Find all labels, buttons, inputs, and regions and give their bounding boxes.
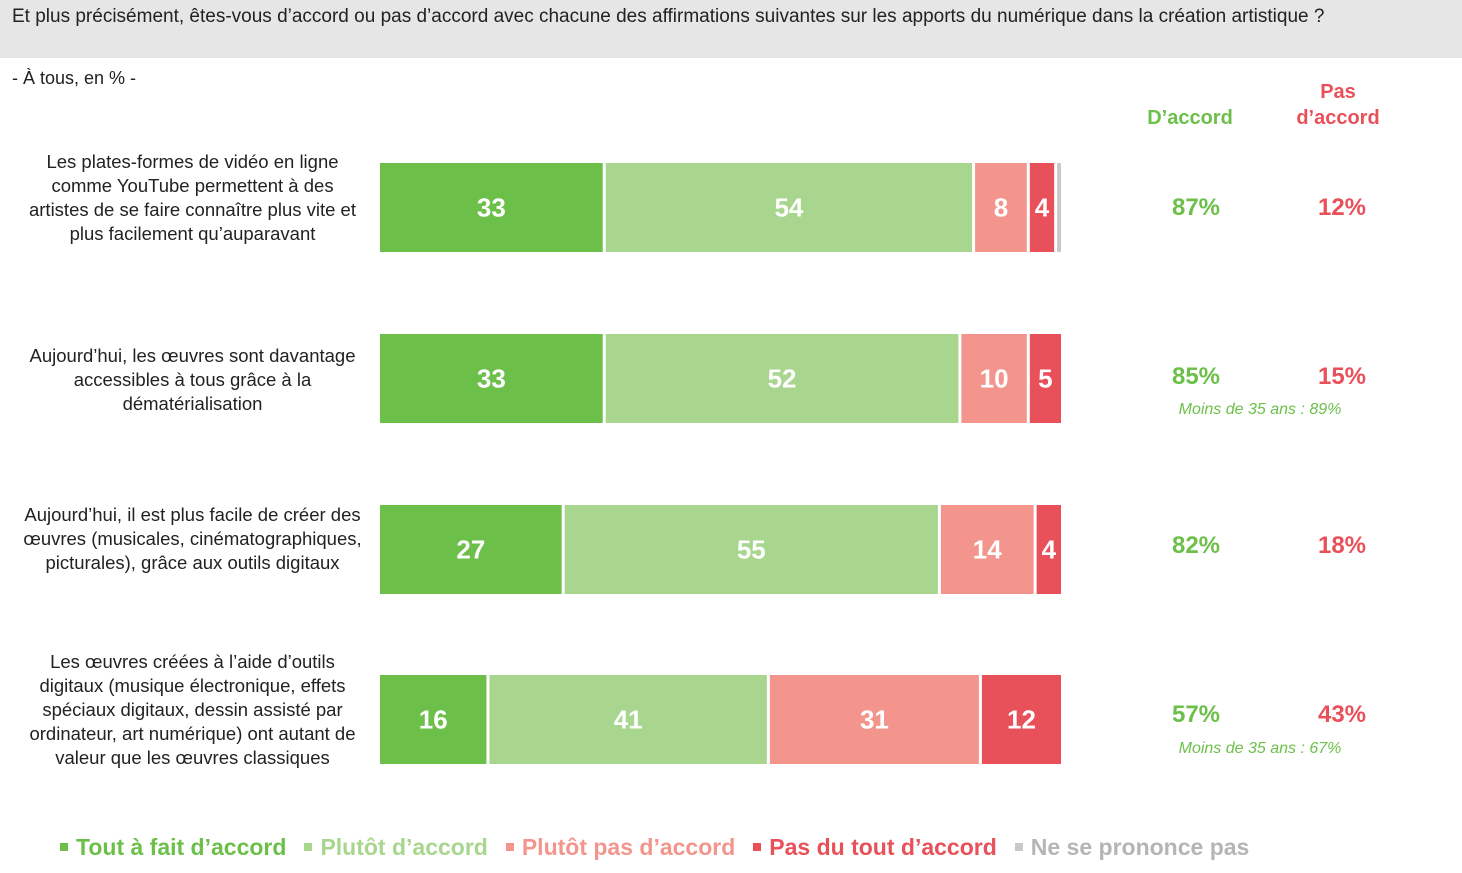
- bar-segment-row4-plutot-pas: [769, 675, 979, 764]
- legend-swatch-plutot: [304, 843, 313, 851]
- row-label-dematerialisation: Aujourd’hui, les œuvres sont davantage a…: [29, 345, 356, 414]
- bar-segment-row4-tout-a-fait: [380, 675, 487, 764]
- accord-pct-row1: 87%: [1171, 194, 1221, 221]
- legend-swatch-plutot-pas: [505, 843, 514, 851]
- data-label-row3-plutot: 55: [737, 535, 766, 565]
- data-label-row4-pas-du-tout: 12: [1007, 705, 1036, 735]
- bar-segment-row3-plutot-pas: [940, 505, 1034, 594]
- legend: Tout à fait d’accord Plutôt d’accord Plu…: [60, 830, 1267, 864]
- note-row2: Moins de 35 ans : 89%: [1178, 401, 1342, 418]
- pas-accord-pct-row4: 43%: [1317, 701, 1367, 728]
- header-accord: D’accord: [1147, 107, 1233, 129]
- bar-segment-row1-plutot-pas: [975, 163, 1027, 252]
- header-pas-accord-line1: Pas: [1320, 81, 1356, 103]
- accord-pct-row4: 57%: [1171, 701, 1221, 728]
- subtitle: - À tous, en % -: [12, 68, 137, 88]
- row-label-valeur-oeuvres: Les œuvres créées à l’aide d’outils digi…: [29, 651, 356, 768]
- data-label-row3-pas-du-tout: 4: [1042, 535, 1057, 565]
- legend-label-plutot-pas: Plutôt pas d’accord: [521, 833, 736, 860]
- legend-item-plutot-pas: Plutôt pas d’accord: [505, 833, 736, 861]
- bar-segment-row3-plutot: [564, 505, 938, 594]
- bar-segment-row4-pas-du-tout: [981, 675, 1061, 764]
- data-label-row1-plutot-pas: 8: [994, 193, 1008, 223]
- bar-segment-row1-tout-a-fait: [380, 163, 603, 252]
- bar-segment-row2-tout-a-fait: [380, 334, 603, 423]
- data-label-row2-plutot: 52: [768, 364, 797, 394]
- legend-item-pas-du-tout: Pas du tout d’accord: [753, 833, 997, 861]
- data-label-row4-tout-a-fait: 16: [419, 705, 448, 735]
- question-banner: Et plus précisément, êtes-vous d’accord …: [0, 0, 1462, 58]
- row-label-youtube: Les plates-formes de vidéo en ligne comm…: [28, 151, 356, 244]
- row-label-outils-digitaux: Aujourd’hui, il est plus facile de créer…: [23, 504, 362, 573]
- pas-accord-pct-row2: 15%: [1317, 363, 1367, 390]
- accord-pct-row2: 85%: [1171, 363, 1221, 390]
- bar-segment-row1-pas-du-tout: [1029, 163, 1055, 252]
- legend-label-plutot: Plutôt d’accord: [320, 833, 488, 860]
- header-pas-accord: Pas d’accord: [1282, 79, 1394, 131]
- bar-segment-row2-plutot: [605, 334, 959, 423]
- pas-accord-pct-row3: 18%: [1317, 532, 1367, 559]
- legend-swatch-nsp: [1014, 843, 1023, 851]
- bar-segment-row3-tout-a-fait: [380, 505, 562, 594]
- bar-segment-row4-plutot: [489, 675, 767, 764]
- data-label-row4-plutot-pas: 31: [860, 705, 889, 735]
- data-label-row1-tout-a-fait: 33: [477, 193, 506, 223]
- data-label-row3-tout-a-fait: 27: [456, 535, 485, 565]
- legend-item-tout-a-fait: Tout à fait d’accord: [60, 834, 286, 861]
- data-label-row3-plutot-pas: 14: [973, 535, 1002, 565]
- accord-pct-row3: 82%: [1171, 532, 1221, 559]
- legend-label-tout-a-fait: Tout à fait d’accord: [76, 833, 287, 860]
- bar-segment-row3-pas-du-tout: [1036, 505, 1061, 594]
- legend-label-nsp: Ne se prononce pas: [1030, 833, 1250, 860]
- data-label-row2-tout-a-fait: 33: [477, 364, 506, 394]
- data-label-row2-plutot-pas: 10: [980, 364, 1009, 394]
- data-label-row2-pas-du-tout: 5: [1038, 364, 1052, 394]
- data-label-row1-pas-du-tout: 4: [1035, 193, 1050, 223]
- legend-item-plutot: Plutôt d’accord: [304, 833, 488, 861]
- bar-segment-row1-plutot: [605, 163, 973, 252]
- legend-label-pas-du-tout: Pas du tout d’accord: [769, 833, 997, 860]
- legend-swatch-tout-a-fait: [60, 843, 68, 851]
- legend-swatch-pas-du-tout: [753, 843, 762, 851]
- header-pas-accord-line2: d’accord: [1296, 107, 1380, 129]
- bar-segment-row2-plutot-pas: [961, 334, 1027, 423]
- bar-segment-row1-nsp: [1057, 163, 1061, 252]
- question-text: Et plus précisément, êtes-vous d’accord …: [12, 6, 1325, 27]
- data-label-row4-plutot: 41: [614, 705, 643, 735]
- note-row4: Moins de 35 ans : 67%: [1178, 740, 1342, 757]
- pas-accord-pct-row1: 12%: [1317, 194, 1367, 221]
- data-label-row1-plutot: 54: [774, 193, 803, 223]
- legend-item-nsp: Ne se prononce pas: [1014, 833, 1250, 861]
- bar-segment-row2-pas-du-tout: [1029, 334, 1061, 423]
